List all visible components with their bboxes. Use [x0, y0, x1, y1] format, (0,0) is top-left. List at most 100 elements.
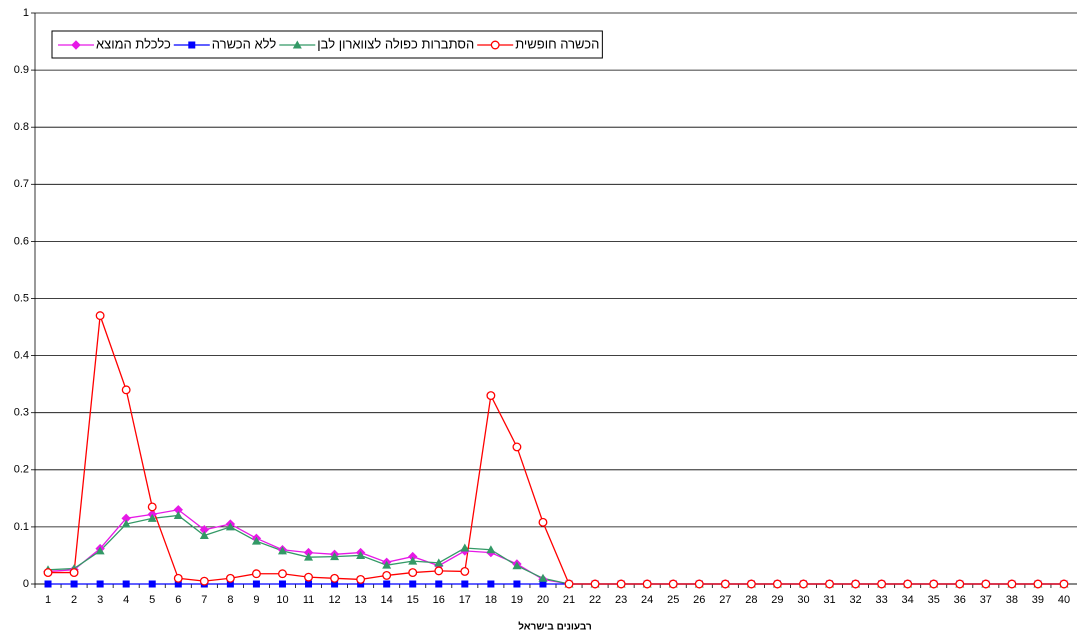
y-tick-label: 0.1 — [14, 521, 29, 533]
x-tick-label: 20 — [537, 594, 549, 606]
x-tick-label: 3 — [97, 594, 103, 606]
x-tick-label: 30 — [797, 594, 809, 606]
legend: כלכלת המוצא ללא הכשרה הסתברות כפולה לצוואר… — [51, 30, 603, 59]
x-tick-label: 34 — [902, 594, 914, 606]
y-tick-label: 0.8 — [14, 121, 29, 133]
x-tick-label: 32 — [849, 594, 861, 606]
marker — [720, 579, 730, 589]
marker — [539, 580, 547, 588]
marker — [564, 579, 574, 589]
marker — [174, 580, 182, 588]
marker — [122, 580, 130, 588]
x-tick-label: 38 — [1006, 594, 1018, 606]
marker — [251, 569, 261, 579]
y-tick-label: 0.4 — [14, 350, 29, 362]
marker — [225, 573, 235, 583]
y-tick-label: 0.3 — [14, 407, 29, 419]
series-line — [48, 315, 1064, 585]
marker — [331, 580, 339, 588]
x-tick-label: 2 — [71, 594, 77, 606]
marker — [487, 580, 495, 588]
marker — [461, 580, 469, 588]
x-tick-label: 21 — [563, 594, 575, 606]
x-tick-label: 15 — [407, 594, 419, 606]
marker — [538, 517, 548, 527]
marker — [929, 579, 939, 589]
x-tick-label: 16 — [433, 594, 445, 606]
marker — [590, 579, 600, 589]
legend-label: כלכלת המוצא — [96, 36, 171, 51]
x-tick-label: 40 — [1058, 594, 1070, 606]
x-tick-label: 19 — [511, 594, 523, 606]
marker — [252, 580, 260, 588]
x-tick-label: 6 — [175, 594, 181, 606]
x-tick-label: 7 — [201, 594, 207, 606]
y-tick-label: 0.7 — [14, 178, 29, 190]
y-tick-label: 0 — [23, 578, 29, 590]
marker — [147, 513, 157, 522]
marker — [173, 573, 183, 583]
marker — [877, 579, 887, 589]
x-tick-label: 11 — [303, 594, 314, 606]
x-tick-label: 31 — [823, 594, 835, 606]
x-tick-label: 1 — [45, 594, 51, 606]
marker — [278, 569, 287, 579]
x-tick-label: 4 — [123, 594, 129, 606]
marker — [1033, 579, 1043, 589]
marker — [1007, 579, 1017, 589]
marker — [95, 311, 105, 321]
x-tick-label: 25 — [667, 594, 679, 606]
marker — [173, 510, 183, 519]
marker — [43, 568, 53, 578]
marker — [435, 580, 443, 588]
marker — [851, 579, 861, 589]
marker — [147, 502, 157, 512]
marker — [95, 546, 105, 555]
marker — [69, 568, 79, 578]
x-tick-label: 39 — [1032, 594, 1044, 606]
marker — [330, 552, 340, 561]
x-tick-label: 18 — [485, 594, 497, 606]
x-tick-label: 22 — [589, 594, 601, 606]
marker — [486, 545, 496, 554]
marker — [71, 40, 81, 50]
x-tick-label: 35 — [928, 594, 940, 606]
series-line — [47, 514, 1064, 585]
marker — [121, 385, 131, 395]
x-tick-label: 12 — [328, 594, 340, 606]
marker — [512, 442, 522, 452]
x-tick-label: 5 — [149, 594, 155, 606]
marker — [383, 580, 391, 588]
marker — [382, 570, 392, 580]
marker — [799, 579, 808, 589]
marker — [330, 573, 340, 583]
marker — [356, 550, 366, 559]
x-tick-label: 14 — [381, 594, 393, 606]
marker — [188, 41, 196, 49]
marker — [304, 572, 313, 582]
marker — [668, 579, 678, 589]
marker — [121, 519, 131, 528]
x-tick-label: 29 — [771, 594, 783, 606]
x-tick-label: 9 — [253, 594, 259, 606]
marker — [538, 573, 548, 582]
legend-label: הכשרה חופשית — [515, 36, 599, 51]
marker — [825, 579, 834, 589]
y-tick-label: 0.5 — [14, 292, 29, 304]
marker — [513, 580, 521, 588]
marker — [486, 391, 496, 401]
marker — [408, 556, 418, 565]
marker — [694, 579, 704, 589]
legend-label: ללא הכשרה — [212, 36, 277, 51]
y-tick-label: 0.9 — [14, 64, 29, 76]
x-tick-label: 13 — [355, 594, 367, 606]
marker — [434, 558, 444, 567]
x-tick-label: 36 — [954, 594, 966, 606]
marker — [292, 40, 302, 49]
marker — [251, 536, 261, 545]
x-tick-label: 33 — [876, 594, 888, 606]
marker — [490, 40, 500, 50]
x-tick-label: 27 — [719, 594, 731, 606]
y-tick-label: 0.2 — [14, 464, 29, 476]
